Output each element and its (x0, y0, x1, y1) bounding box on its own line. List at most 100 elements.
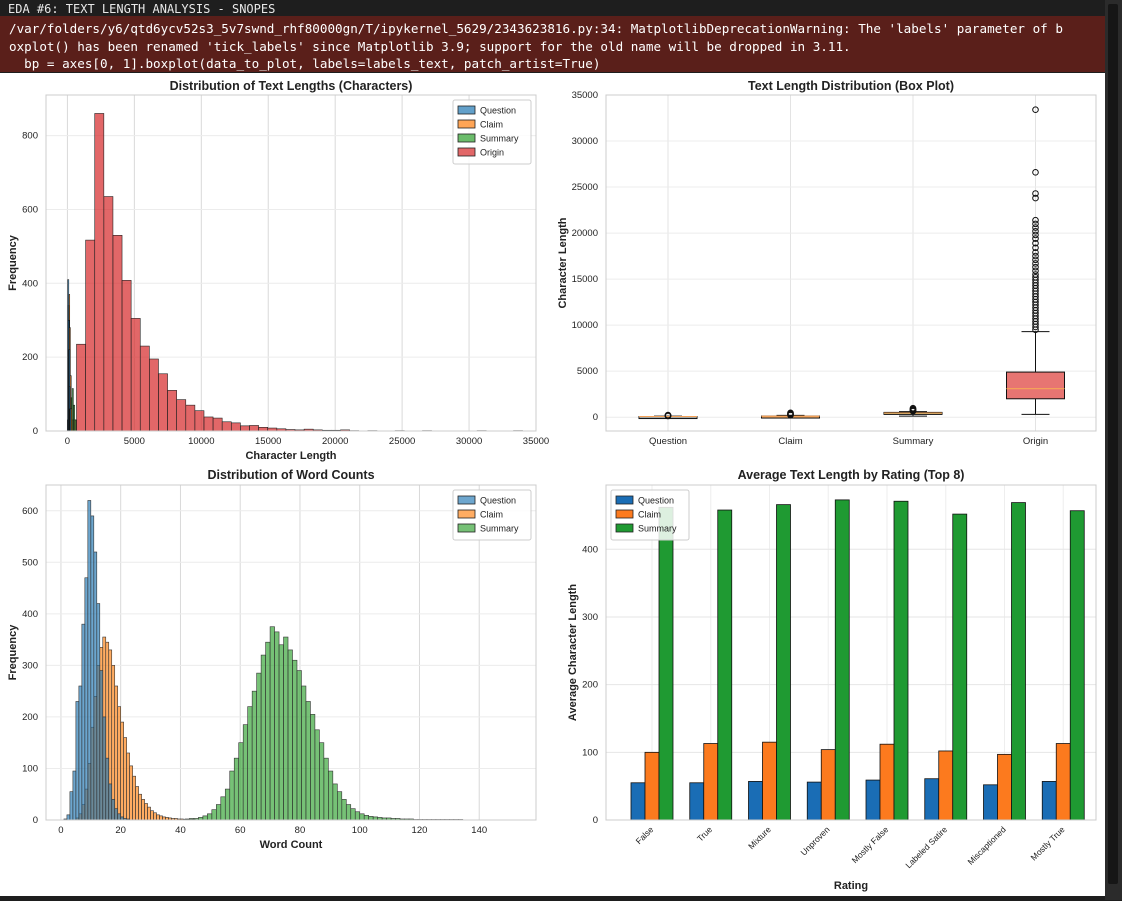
summary-bar (319, 743, 323, 820)
claim-bar (127, 753, 130, 820)
claim-bar (998, 754, 1012, 820)
question-bar (925, 779, 939, 820)
x-tick-label: Claim (778, 436, 802, 447)
legend-label: Claim (480, 510, 503, 520)
summary-bar (310, 714, 314, 820)
legend-label: Summary (638, 524, 677, 534)
x-tick-label: 120 (412, 825, 428, 836)
x-tick-label: 40 (175, 825, 186, 836)
legend-label: Origin (480, 148, 504, 158)
summary-bar (342, 799, 346, 820)
y-tick-label: 10000 (572, 320, 598, 331)
origin-bar (231, 423, 240, 431)
claim-bar (157, 815, 160, 820)
summary-bar (1012, 503, 1026, 820)
summary-bar (221, 797, 225, 820)
summary-bar (369, 816, 373, 820)
y-tick-label: 0 (33, 426, 38, 437)
summary-bar (257, 673, 261, 820)
legend-swatch (458, 524, 475, 532)
origin-bar (104, 197, 113, 431)
y-tick-label: 0 (33, 815, 38, 826)
legend-label: Question (480, 106, 516, 116)
legend-swatch (616, 524, 633, 532)
summary-bar (835, 500, 849, 820)
summary-bar (328, 771, 332, 820)
x-tick-label: 10000 (188, 436, 214, 447)
summary-bar (360, 814, 364, 820)
summary-bar (216, 805, 220, 820)
y-tick-label: 200 (582, 680, 598, 691)
x-tick-label: Origin (1023, 436, 1048, 447)
question-bar (690, 783, 704, 820)
origin-bar (240, 426, 249, 431)
y-tick-label: 300 (22, 660, 38, 671)
claim-bar (1056, 744, 1070, 820)
y-axis-label: Frequency (7, 234, 19, 291)
scrollbar-thumb[interactable] (1108, 4, 1118, 884)
claim-bar (130, 766, 133, 820)
question-bar (76, 701, 79, 820)
summary-bar (275, 632, 279, 820)
legend-label: Summary (480, 524, 519, 534)
question-bar (79, 686, 82, 820)
question-bar (106, 758, 109, 820)
summary-bar (301, 686, 305, 820)
summary-bar (297, 671, 301, 820)
claim-bar (142, 799, 145, 820)
summary-bar (1070, 511, 1084, 820)
summary-bar (212, 810, 216, 820)
claim-bar (939, 751, 953, 820)
question-bar (94, 552, 97, 820)
origin-bar (177, 400, 186, 431)
claim-bar (139, 794, 142, 820)
question-bar (91, 516, 94, 820)
question-bar (73, 771, 76, 820)
legend-label: Claim (638, 510, 661, 520)
legend-swatch (616, 496, 633, 504)
y-tick-label: 20000 (572, 228, 598, 239)
claim-bar (821, 750, 835, 820)
question-bar (100, 671, 103, 820)
x-tick-label: Mixture (746, 824, 773, 851)
warning-line: bp = axes[0, 1].boxplot(data_to_plot, la… (9, 55, 1105, 72)
question-bar (112, 799, 115, 820)
question-bar (1042, 781, 1056, 820)
question-bar (88, 500, 91, 820)
summary-bar (234, 758, 238, 820)
claim-bar (148, 807, 151, 820)
x-tick-label: Labeled Satire (903, 824, 949, 870)
x-tick-label: 140 (471, 825, 487, 836)
summary-bar (270, 627, 274, 820)
origin-bar (77, 344, 86, 431)
y-tick-label: 200 (22, 712, 38, 723)
y-tick-label: 400 (22, 278, 38, 289)
x-tick-label: 5000 (124, 436, 145, 447)
legend-swatch (458, 148, 475, 156)
cell-output-header: EDA #6: TEXT LENGTH ANALYSIS - SNOPES (8, 2, 275, 16)
summary-bar (324, 758, 328, 820)
question-bar (67, 815, 70, 820)
y-tick-label: 15000 (572, 274, 598, 285)
question-bar (103, 717, 106, 820)
question-bar (109, 784, 112, 820)
y-tick-label: 300 (582, 612, 598, 623)
claim-bar (704, 744, 718, 820)
summary-bar (239, 743, 243, 820)
origin-bar (158, 374, 167, 431)
origin-bar (249, 425, 258, 431)
x-tick-label: 80 (295, 825, 306, 836)
summary-bar (333, 784, 337, 820)
summary-bar (953, 514, 967, 820)
x-tick-label: Mostly False (850, 824, 891, 865)
summary-bar (266, 642, 270, 820)
origin-bar (222, 422, 231, 431)
deprecation-warning: /var/folders/y6/qtd6ycv52s3_5v7swnd_rhf8… (0, 16, 1105, 72)
y-tick-label: 200 (22, 352, 38, 363)
legend-label: Question (480, 496, 516, 506)
summary-bar (346, 805, 350, 820)
y-tick-label: 0 (593, 412, 598, 423)
chart-title: Text Length Distribution (Box Plot) (748, 79, 954, 93)
spike-bar (74, 405, 75, 431)
legend-swatch (458, 134, 475, 142)
